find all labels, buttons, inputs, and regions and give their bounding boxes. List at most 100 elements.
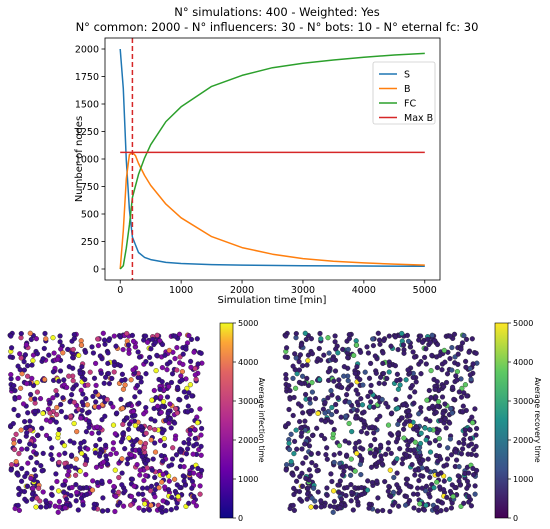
node-point	[73, 456, 79, 462]
node-point	[198, 432, 204, 438]
node-point	[330, 431, 336, 437]
node-point	[419, 485, 425, 491]
node-point	[42, 330, 48, 337]
node-point	[141, 478, 147, 484]
node-point	[423, 416, 429, 422]
node-point	[15, 472, 21, 478]
node-point	[55, 431, 61, 437]
node-point	[159, 430, 165, 436]
node-point	[24, 483, 31, 489]
node-point	[290, 472, 296, 478]
node-point	[309, 432, 316, 439]
node-point	[376, 337, 383, 343]
node-point	[290, 502, 296, 508]
node-point	[307, 408, 313, 414]
node-point	[64, 384, 70, 391]
node-point	[18, 427, 24, 433]
node-point	[434, 479, 440, 485]
node-point	[328, 419, 334, 425]
node-point	[148, 416, 154, 422]
node-point	[103, 374, 109, 380]
node-point	[407, 394, 413, 400]
node-point	[291, 491, 297, 498]
node-point	[385, 422, 392, 428]
node-point	[154, 332, 160, 338]
node-point	[418, 473, 424, 479]
node-point	[153, 395, 159, 401]
node-point	[110, 404, 116, 410]
node-point	[38, 504, 44, 510]
node-point	[299, 446, 305, 452]
node-point	[450, 493, 456, 500]
node-point	[144, 339, 151, 345]
node-point	[393, 396, 399, 402]
node-point	[336, 489, 342, 495]
node-point	[82, 376, 88, 383]
node-point	[142, 440, 149, 447]
node-point	[192, 435, 198, 442]
node-point	[331, 504, 337, 510]
node-point	[306, 467, 312, 473]
node-point	[317, 376, 323, 383]
node-point	[21, 367, 27, 373]
node-point	[297, 496, 303, 502]
node-point	[385, 404, 391, 410]
node-point	[29, 375, 35, 381]
node-point	[293, 385, 299, 391]
node-point	[315, 410, 321, 416]
node-point	[464, 485, 470, 491]
node-point	[21, 489, 28, 495]
node-point	[180, 473, 186, 479]
node-point	[305, 485, 311, 491]
node-point	[195, 472, 202, 478]
node-point	[352, 485, 358, 491]
infection-points	[7, 330, 205, 515]
node-point	[11, 446, 18, 453]
node-point	[152, 449, 159, 455]
node-point	[177, 484, 183, 491]
node-point	[92, 450, 99, 456]
node-point	[385, 440, 391, 446]
y-tick-label: 2000	[75, 44, 99, 55]
node-point	[119, 456, 125, 462]
node-point	[416, 507, 422, 513]
node-point	[120, 436, 126, 442]
node-point	[159, 341, 166, 348]
node-point	[395, 436, 401, 442]
node-point	[338, 414, 344, 420]
node-point	[438, 508, 444, 514]
node-point	[126, 350, 132, 356]
node-point	[120, 421, 126, 427]
node-point	[331, 498, 337, 505]
node-point	[372, 436, 378, 443]
node-point	[361, 424, 367, 430]
node-point	[159, 365, 165, 371]
node-point	[105, 370, 112, 377]
node-point	[128, 377, 134, 383]
node-point	[53, 388, 59, 394]
node-point	[427, 474, 433, 481]
node-point	[405, 338, 412, 344]
node-point	[198, 443, 204, 449]
node-point	[423, 437, 429, 443]
node-point	[463, 358, 469, 364]
recovery-colorbar	[494, 322, 509, 519]
node-point	[81, 439, 87, 445]
y-tick-label: 1750	[75, 72, 99, 83]
node-point	[328, 388, 334, 394]
node-point	[172, 420, 178, 426]
node-point	[468, 503, 474, 509]
node-point	[172, 333, 178, 339]
node-point	[285, 421, 291, 427]
node-point	[298, 425, 304, 431]
node-point	[137, 439, 143, 445]
node-point	[174, 367, 180, 373]
node-point	[191, 470, 197, 476]
node-point	[461, 333, 467, 339]
node-point	[124, 415, 130, 421]
node-point	[387, 467, 393, 473]
node-point	[324, 485, 330, 491]
node-point	[433, 453, 439, 459]
node-point	[364, 487, 371, 493]
node-point	[27, 427, 33, 433]
